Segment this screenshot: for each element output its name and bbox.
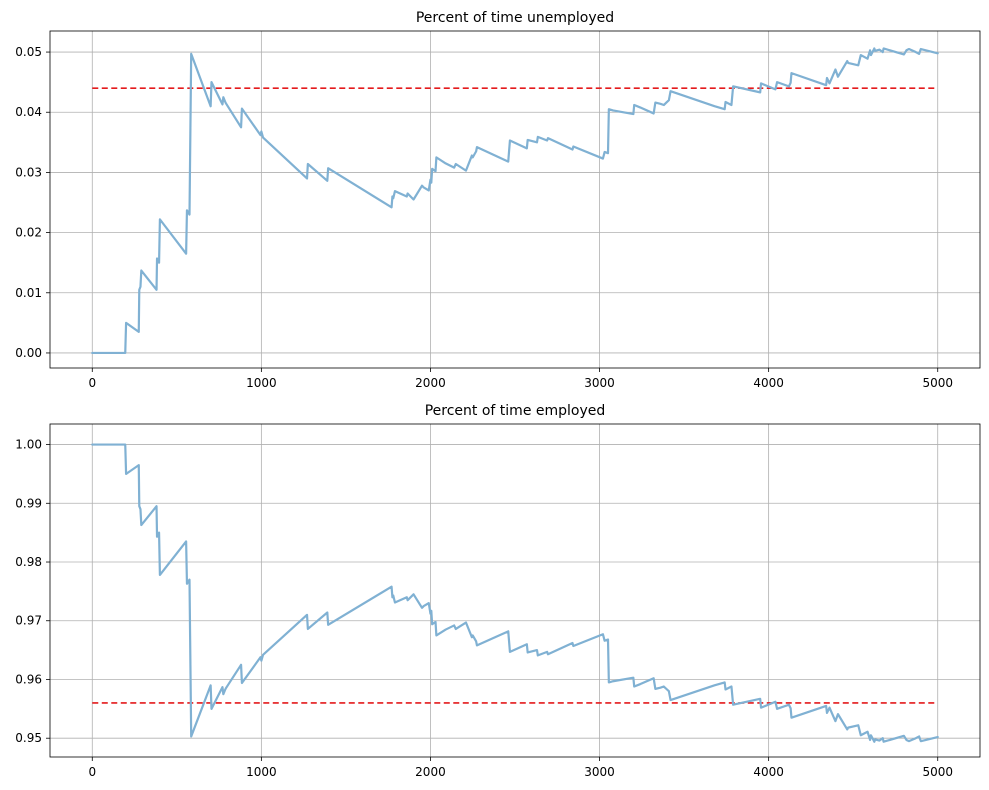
x-tick-label-employed-4: 4000 (753, 765, 784, 779)
chart-title-employed: Percent of time employed (425, 403, 606, 419)
employed-chart: Percent of time employed 0 1000 2000 3000 40… (15, 403, 981, 779)
unemployed-chart: Percent of time unemployed 0 1000 2000 3000… (15, 10, 981, 390)
chart-title-unemployed: Percent of time unemployed (416, 10, 614, 26)
y-tick-label-employed-0: 0.95 (15, 731, 42, 745)
grid-unemployed (50, 31, 980, 368)
y-tick-label-employed-5: 1.00 (15, 438, 42, 452)
x-tick-label-unemployed-4: 4000 (753, 376, 784, 390)
plot-frame-employed (49, 423, 981, 758)
y-tick-label-unemployed-4: 0.04 (15, 105, 42, 119)
y-tick-label-employed-1: 0.96 (15, 672, 42, 686)
y-tick-label-employed-3: 0.98 (15, 555, 42, 569)
x-tick-label-unemployed-1: 1000 (246, 376, 277, 390)
series-line-unemployed-0 (91, 47, 939, 355)
y-tick-label-unemployed-3: 0.03 (15, 165, 42, 179)
ticks-unemployed: 0 1000 2000 3000 4000 5000 0.00 0.01 0.02 0.03 0.0… (15, 45, 953, 390)
y-tick-label-unemployed-5: 0.05 (15, 45, 42, 59)
x-tick-label-unemployed-2: 2000 (415, 376, 446, 390)
y-tick-label-unemployed-2: 0.02 (15, 226, 42, 240)
y-tick-label-unemployed-0: 0.00 (15, 346, 42, 360)
y-tick-label-employed-4: 0.99 (15, 496, 42, 510)
y-tick-label-employed-2: 0.97 (15, 614, 42, 628)
ticks-employed: 0 1000 2000 3000 4000 5000 0.95 0.96 0.97 0.98 0.9… (15, 438, 953, 779)
series-unemployed-layer (91, 47, 939, 355)
series-employed-layer (91, 443, 939, 743)
x-tick-label-unemployed-0: 0 (88, 376, 96, 390)
x-tick-label-employed-3: 3000 (584, 765, 615, 779)
x-tick-label-unemployed-3: 3000 (584, 376, 615, 390)
plot-frame-unemployed (49, 30, 981, 369)
x-tick-label-employed-2: 2000 (415, 765, 446, 779)
x-tick-label-unemployed-5: 5000 (922, 376, 953, 390)
y-tick-label-unemployed-1: 0.01 (15, 286, 42, 300)
x-tick-label-employed-1: 1000 (246, 765, 277, 779)
x-tick-label-employed-0: 0 (88, 765, 96, 779)
x-tick-label-employed-5: 5000 (922, 765, 953, 779)
grid-employed (50, 424, 980, 757)
series-line-employed-0 (91, 443, 939, 743)
